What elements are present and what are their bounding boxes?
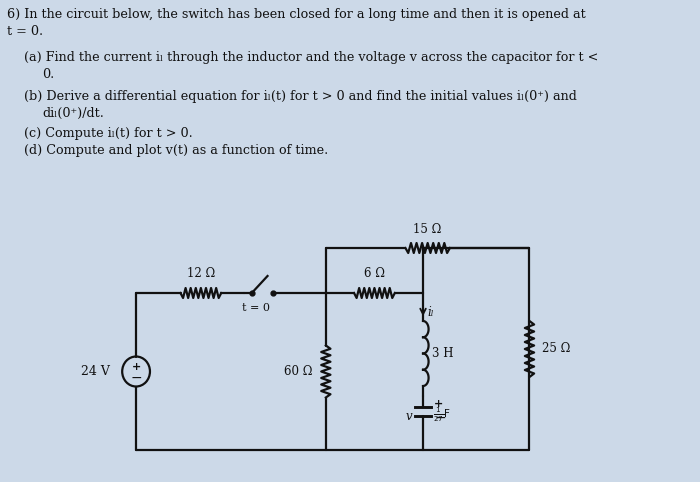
- Text: $\frac{1}{27}$F: $\frac{1}{27}$F: [433, 406, 451, 424]
- Text: 6 Ω: 6 Ω: [364, 267, 385, 280]
- Text: (d) Compute and plot v(t) as a function of time.: (d) Compute and plot v(t) as a function …: [24, 144, 328, 157]
- Text: 6) In the circuit below, the switch has been closed for a long time and then it : 6) In the circuit below, the switch has …: [8, 8, 586, 21]
- Text: 25 Ω: 25 Ω: [542, 343, 570, 356]
- Text: (a) Find the current iₗ through the inductor and the voltage v across the capaci: (a) Find the current iₗ through the indu…: [24, 51, 598, 64]
- Text: (c) Compute iₗ(t) for t > 0.: (c) Compute iₗ(t) for t > 0.: [24, 127, 193, 140]
- Text: −: −: [434, 411, 446, 425]
- Text: +: +: [132, 362, 141, 372]
- Text: 60 Ω: 60 Ω: [284, 365, 312, 378]
- Text: t = 0.: t = 0.: [8, 25, 43, 38]
- Text: 24 V: 24 V: [81, 365, 110, 378]
- Text: +: +: [434, 399, 443, 409]
- Text: 15 Ω: 15 Ω: [414, 223, 442, 236]
- Text: 0.: 0.: [43, 67, 55, 80]
- Text: 3 H: 3 H: [433, 347, 454, 360]
- Text: (b) Derive a differential equation for iₗ(t) for t > 0 and find the initial valu: (b) Derive a differential equation for i…: [24, 90, 577, 103]
- Text: v: v: [405, 410, 412, 423]
- Text: t = 0: t = 0: [242, 303, 270, 313]
- Text: 12 Ω: 12 Ω: [187, 267, 215, 280]
- Text: diₗ(0⁺)/dt.: diₗ(0⁺)/dt.: [43, 107, 104, 120]
- Text: −: −: [130, 371, 142, 385]
- Text: iₗ: iₗ: [428, 306, 434, 319]
